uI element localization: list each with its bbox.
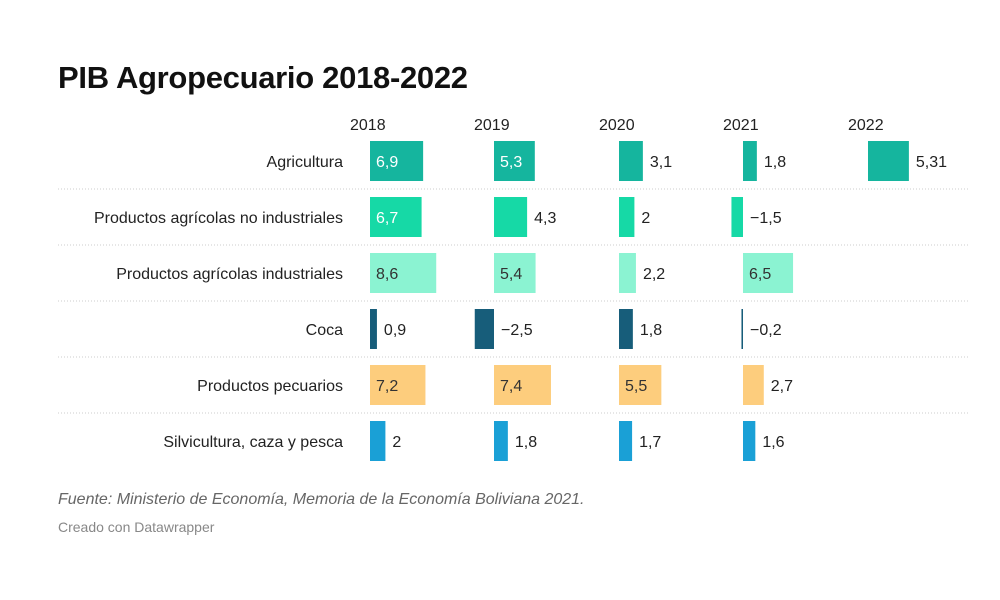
- data-label: 7,2: [376, 378, 398, 395]
- data-label: 5,4: [500, 266, 522, 283]
- bar: [370, 197, 422, 237]
- data-label: 4,3: [534, 210, 556, 227]
- bar: [743, 141, 757, 181]
- data-label: 2: [392, 434, 401, 451]
- row-label: Productos agrícolas no industriales: [94, 210, 343, 227]
- column-header-2019: 2019: [474, 117, 510, 134]
- chart-title: PIB Agropecuario 2018-2022: [58, 60, 468, 95]
- data-label: 6,7: [376, 210, 398, 227]
- bar: [474, 309, 494, 349]
- data-label: 3,1: [650, 154, 672, 171]
- row-label: Silvicultura, caza y pesca: [163, 434, 343, 451]
- data-label: 8,6: [376, 266, 398, 283]
- bar: [619, 141, 643, 181]
- bar: [370, 141, 424, 181]
- data-label: −2,5: [501, 322, 533, 339]
- bar: [370, 421, 386, 461]
- row-label: Productos agrícolas industriales: [116, 266, 343, 283]
- data-label: 5,31: [916, 154, 947, 171]
- bar: [619, 309, 633, 349]
- bar: [494, 141, 535, 181]
- data-label: 7,4: [500, 378, 522, 395]
- data-label: 6,9: [376, 154, 398, 171]
- data-label: −0,2: [750, 322, 782, 339]
- bar: [619, 197, 635, 237]
- data-label: 2: [641, 210, 650, 227]
- column-header-2021: 2021: [723, 117, 759, 134]
- data-label: 2,7: [771, 378, 793, 395]
- column-header-2018: 2018: [350, 117, 386, 134]
- bar: [370, 365, 426, 405]
- data-label: 2,2: [643, 266, 665, 283]
- data-label: 6,5: [749, 266, 771, 283]
- bar: [370, 309, 377, 349]
- data-label: 5,5: [625, 378, 647, 395]
- bar: [743, 421, 756, 461]
- bar: [743, 253, 794, 293]
- column-header-2020: 2020: [599, 117, 635, 134]
- bar: [741, 309, 743, 349]
- bar: [731, 197, 743, 237]
- bar: [619, 365, 662, 405]
- row-label: Agricultura: [267, 154, 344, 171]
- column-header-2022: 2022: [848, 117, 884, 134]
- data-label: 5,3: [500, 154, 522, 171]
- bar: [619, 253, 636, 293]
- bar: [619, 421, 633, 461]
- data-label: 1,8: [764, 154, 786, 171]
- data-label: 1,6: [762, 434, 784, 451]
- data-label: 1,8: [515, 434, 537, 451]
- bar: [743, 365, 764, 405]
- data-label: 1,8: [640, 322, 662, 339]
- bar: [868, 141, 909, 181]
- row-label: Coca: [306, 322, 343, 339]
- bar: [494, 365, 551, 405]
- bar: [370, 253, 437, 293]
- source-note: Fuente: Ministerio de Economía, Memoria …: [58, 491, 585, 508]
- bar: [494, 421, 508, 461]
- data-label: −1,5: [750, 210, 782, 227]
- bar: [494, 253, 536, 293]
- data-label: 1,7: [639, 434, 661, 451]
- credit-note: Creado con Datawrapper: [58, 519, 215, 535]
- bar: [494, 197, 528, 237]
- data-label: 0,9: [384, 322, 406, 339]
- row-label: Productos pecuarios: [197, 378, 343, 395]
